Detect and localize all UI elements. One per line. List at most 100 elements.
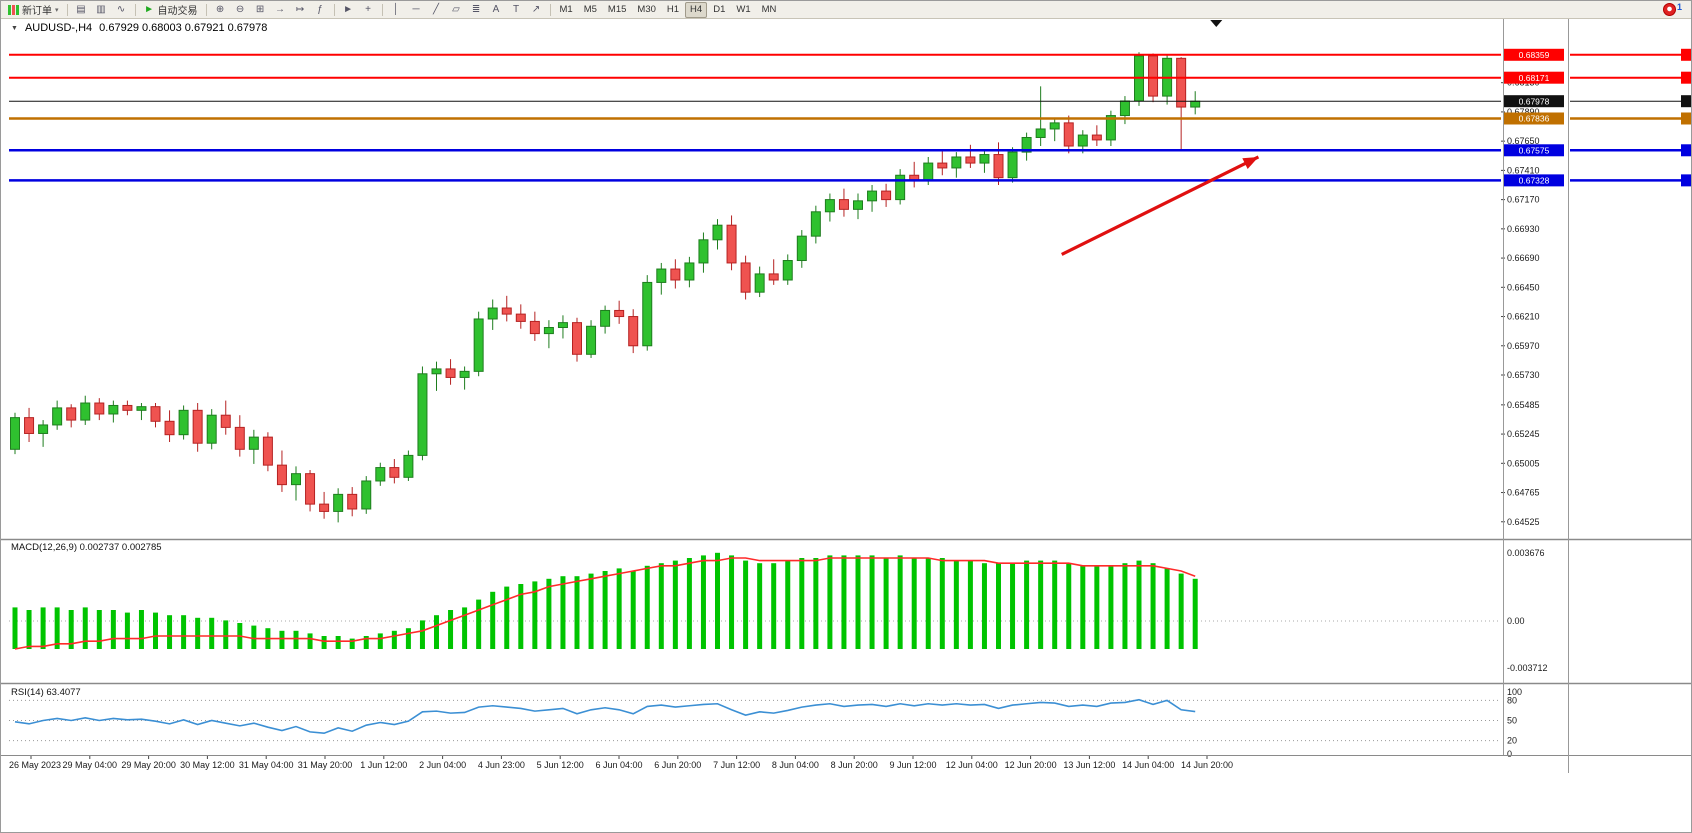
macd-bar [1038, 560, 1044, 649]
cursor-button[interactable]: ► [339, 1, 358, 18]
bar-chart-icon: ▤ [76, 4, 86, 15]
chart-shift-button[interactable]: ↦ [291, 1, 310, 18]
candle-body [122, 404, 133, 411]
macd-bar [630, 571, 636, 649]
candlestick-chart-button[interactable]: ▥ [92, 1, 111, 18]
macd-bar [686, 558, 692, 649]
text-button[interactable]: A [487, 1, 506, 18]
candle-body [1077, 134, 1088, 147]
chart-shift-marker[interactable] [1210, 20, 1223, 27]
candle-body [993, 154, 1004, 179]
candle-body [557, 322, 568, 329]
candle-body [333, 493, 344, 512]
candle-body [600, 309, 611, 327]
auto-scroll-button[interactable]: → [271, 1, 290, 18]
macd-bar [335, 636, 341, 649]
tile-windows-button[interactable]: ⊞ [251, 1, 270, 18]
price-badge [1504, 71, 1564, 84]
new-order-button[interactable]: 新订单 ▾ [4, 1, 63, 18]
candle-body [248, 436, 259, 450]
zoom-out-button[interactable]: ⊖ [231, 1, 250, 18]
price-badge [1504, 48, 1564, 61]
candle-body [305, 473, 316, 505]
timeframe-h4-button[interactable]: H4 [685, 1, 708, 18]
candle-body [628, 316, 639, 347]
arrows-button[interactable]: ↗ [527, 1, 546, 18]
timeframe-m1-button[interactable]: M1 [559, 3, 573, 15]
zoom-in-icon: ⊕ [215, 4, 225, 15]
macd-bar [967, 560, 973, 649]
auto-trading-button[interactable]: ► 自动交易 [140, 1, 202, 18]
candle-body [586, 325, 597, 355]
macd-bar [1094, 565, 1100, 649]
time-axis-label: 26 May 2023 [9, 760, 61, 770]
time-axis-label: 29 May 20:00 [121, 760, 176, 770]
price-axis-label: 0.66450 [1507, 282, 1540, 292]
candle-body [38, 424, 49, 434]
horizontal-line-button[interactable]: ─ [407, 1, 426, 18]
timeframe-d1-button[interactable]: D1 [713, 3, 726, 15]
macd-bar [981, 563, 987, 649]
timeframe-m30-button[interactable]: M30 [637, 3, 656, 15]
candle-body [712, 224, 723, 241]
candle-body [923, 162, 934, 181]
text-label-button[interactable]: T [507, 1, 526, 18]
arrows-icon: ↗ [531, 4, 541, 15]
timeframe-h1-button[interactable]: H1 [666, 3, 680, 15]
macd-bar [476, 599, 482, 649]
time-axis-label: 13 Jun 12:00 [1063, 760, 1115, 770]
time-axis-label: 12 Jun 20:00 [1005, 760, 1057, 770]
price-badge-label: 0.67978 [1519, 96, 1550, 106]
candle-body [1021, 136, 1032, 153]
price-badge-clipped [1681, 144, 1691, 157]
candle-body [487, 307, 498, 320]
candle-body [684, 262, 695, 281]
macd-bar [897, 555, 903, 649]
notifications-icon[interactable] [1662, 3, 1676, 16]
timeframe-m15-button[interactable]: M15 [607, 3, 627, 15]
candle-body [867, 190, 878, 202]
candle-body [1105, 115, 1116, 141]
trend-arrow[interactable] [1061, 155, 1260, 256]
candle-body [782, 260, 793, 281]
vertical-line-button[interactable]: │ [387, 1, 406, 18]
time-axis-label: 14 Jun 20:00 [1181, 760, 1233, 770]
macd-bar [251, 625, 257, 649]
macd-bar [813, 558, 819, 649]
macd-bar [1122, 563, 1128, 649]
candle-body [1176, 57, 1187, 108]
expand-icon[interactable]: ▼ [11, 24, 18, 32]
equidistant-channel-button[interactable]: ▱ [447, 1, 466, 18]
line-chart-button[interactable]: ∿ [112, 1, 131, 18]
price-axis-label: 0.65970 [1507, 341, 1540, 351]
timeframe-m5-button[interactable]: M5 [583, 3, 597, 15]
toolbar-right: 1 [1662, 3, 1688, 16]
candle-body [262, 436, 273, 466]
crosshair-button[interactable]: + [359, 1, 378, 18]
candle-body [740, 262, 751, 293]
macd-bar [1024, 560, 1030, 649]
macd-bar [672, 560, 678, 649]
price-axis-label: 0.65005 [1507, 458, 1540, 468]
candle-body [1091, 134, 1102, 141]
indicators-button[interactable]: ƒ [311, 1, 330, 18]
macd-bar [532, 581, 538, 649]
price-axis-label: 0.66930 [1507, 224, 1540, 234]
macd-bar [54, 607, 60, 649]
fibonacci-button[interactable]: ≣ [467, 1, 486, 18]
price-axis-label: 0.64525 [1507, 517, 1540, 527]
time-axis: 26 May 2023 29 May 04:00 29 May 20:00 30 Ma… [9, 755, 1233, 770]
time-axis-label: 9 Jun 12:00 [889, 760, 936, 770]
price-badge-clipped [1681, 95, 1691, 108]
macd-bar [925, 558, 931, 649]
macd-axis-label: -0.003712 [1507, 663, 1548, 673]
timeframe-w1-button[interactable]: W1 [736, 3, 751, 15]
price-badge-label: 0.68359 [1519, 50, 1550, 60]
candle-body [698, 239, 709, 264]
bar-chart-button[interactable]: ▤ [72, 1, 91, 18]
zoom-in-button[interactable]: ⊕ [211, 1, 230, 18]
timeframe-mn-button[interactable]: MN [761, 3, 777, 15]
macd-bar [167, 615, 173, 649]
trendline-button[interactable]: ╱ [427, 1, 446, 18]
